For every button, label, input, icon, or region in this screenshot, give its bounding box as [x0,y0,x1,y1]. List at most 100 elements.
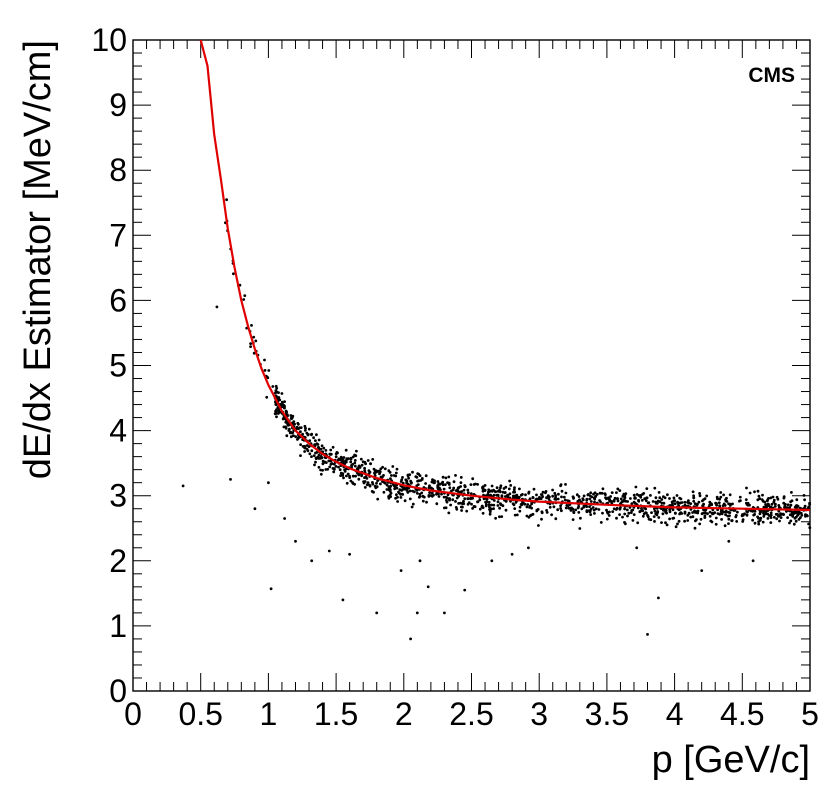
scatter-point [559,484,562,488]
scatter-point [708,510,712,514]
scatter-point [361,460,365,464]
scatter-point [351,474,355,478]
scatter-point [786,516,789,519]
scatter-point [511,494,515,498]
scatter-point [498,515,501,519]
scatter-point [303,450,306,453]
scatter-point [575,493,579,497]
scatter-point [565,504,569,507]
scatter-point [615,516,618,520]
scatter-point [762,505,766,509]
y-tick-label: 1 [109,608,127,644]
scatter-point [496,504,500,507]
scatter-point [348,552,351,556]
scatter-point [699,517,703,521]
scatter-point [727,539,731,543]
scatter-point [646,633,649,636]
scatter-point [376,497,380,501]
scatter-point [582,494,586,498]
scatter-point [496,489,500,493]
scatter-point [438,486,441,490]
scatter-point [399,496,403,499]
scatter-point [465,509,469,513]
scatter-point [540,517,543,521]
scatter-point [445,496,449,500]
scatter-point [428,491,431,494]
scatter-point [548,505,552,509]
scatter-point [283,400,286,403]
scatter-point [478,498,482,502]
scatter-point [389,477,392,480]
scatter-point [320,444,324,448]
scatter-point [332,462,336,466]
scatter-point [552,505,556,509]
scatter-point [720,512,724,516]
scatter-point [353,464,357,468]
scatter-point [642,492,646,495]
scatter-point [441,475,445,479]
x-tick-label: 3 [530,696,548,732]
scatter-point [752,513,756,517]
scatter-point [625,508,629,512]
scatter-point [466,491,470,495]
scatter-point [746,510,749,514]
scatter-point [616,487,620,491]
scatter-point [508,479,511,483]
scatter-point [374,486,378,490]
scatter-point [476,483,479,486]
scatter-point [665,523,669,527]
scatter-point [283,517,286,520]
scatter-point [452,480,456,484]
scatter-point [408,473,412,477]
scatter-point [782,496,786,500]
scatter-point [487,490,490,494]
scatter-point [560,495,563,499]
scatter-point [578,527,582,530]
scatter-point [551,494,555,498]
scatter-point [563,498,567,502]
scatter-point [303,429,307,432]
scatter-point [215,305,219,309]
scatter-point [284,409,288,413]
scatter-point [314,457,318,460]
scatter-point [271,385,275,388]
scatter-point [356,467,359,470]
scatter-point [683,500,687,504]
scatter-point [430,486,433,490]
scatter-point [310,433,313,437]
scatter-point [324,449,328,452]
scatter-point [673,502,677,506]
scatter-point [591,506,595,509]
scatter-point [535,508,539,512]
scatter-point [421,499,425,503]
scatter-point [396,500,399,503]
scatter-point [471,477,475,481]
scatter-point [589,500,593,503]
scatter-point [408,497,412,501]
scatter-point [417,495,421,499]
scatter-point [401,488,404,491]
scatter-point [481,511,485,515]
scatter-point [399,569,403,572]
scatter-point [586,493,590,497]
scatter-point [314,451,317,455]
scatter-point [463,484,467,487]
scatter-point [278,398,282,402]
scatter-point [275,386,279,390]
scatter-point [307,427,311,431]
scatter-point [249,345,253,348]
scatter-point [660,498,664,501]
scatter-point [319,455,323,458]
scatter-point [395,467,399,471]
scatter-point [714,516,718,520]
scatter-point [314,460,317,464]
scatter-point [294,435,298,439]
scatter-point [409,637,412,641]
scatter-point [463,497,467,501]
scatter-point [405,488,409,492]
scatter-point [526,503,530,506]
scatter-point [484,504,488,508]
scatter-point [748,491,752,495]
scatter-point [316,443,320,446]
scatter-point [636,506,640,510]
